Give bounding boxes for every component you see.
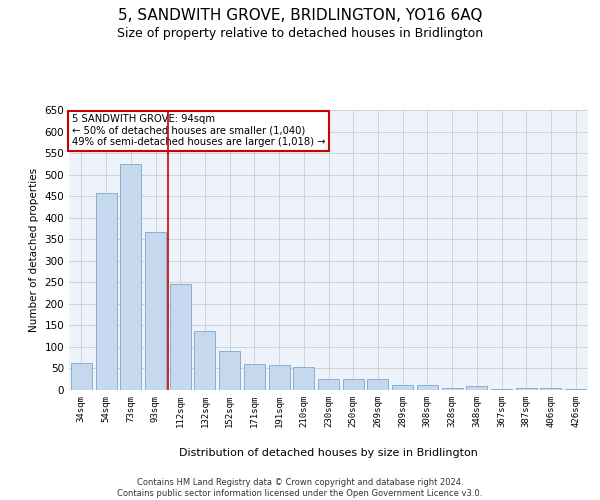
Bar xyxy=(367,379,388,390)
Text: Contains HM Land Registry data © Crown copyright and database right 2024.
Contai: Contains HM Land Registry data © Crown c… xyxy=(118,478,482,498)
Bar xyxy=(392,386,413,390)
Bar xyxy=(442,388,463,390)
Bar xyxy=(120,164,141,390)
Bar xyxy=(244,364,265,390)
Text: Distribution of detached houses by size in Bridlington: Distribution of detached houses by size … xyxy=(179,448,478,458)
Bar xyxy=(491,388,512,390)
Bar xyxy=(145,232,166,390)
Bar xyxy=(219,351,240,390)
Bar xyxy=(194,330,215,390)
Bar xyxy=(565,388,586,390)
Bar xyxy=(269,366,290,390)
Bar xyxy=(293,366,314,390)
Bar xyxy=(417,386,438,390)
Bar xyxy=(516,388,537,390)
Bar xyxy=(541,388,562,390)
Bar xyxy=(71,364,92,390)
Text: 5, SANDWITH GROVE, BRIDLINGTON, YO16 6AQ: 5, SANDWITH GROVE, BRIDLINGTON, YO16 6AQ xyxy=(118,8,482,22)
Text: Size of property relative to detached houses in Bridlington: Size of property relative to detached ho… xyxy=(117,28,483,40)
Bar xyxy=(343,379,364,390)
Bar xyxy=(170,284,191,390)
Text: 5 SANDWITH GROVE: 94sqm
← 50% of detached houses are smaller (1,040)
49% of semi: 5 SANDWITH GROVE: 94sqm ← 50% of detache… xyxy=(71,114,325,148)
Bar xyxy=(95,193,116,390)
Bar xyxy=(466,386,487,390)
Y-axis label: Number of detached properties: Number of detached properties xyxy=(29,168,39,332)
Bar xyxy=(318,379,339,390)
